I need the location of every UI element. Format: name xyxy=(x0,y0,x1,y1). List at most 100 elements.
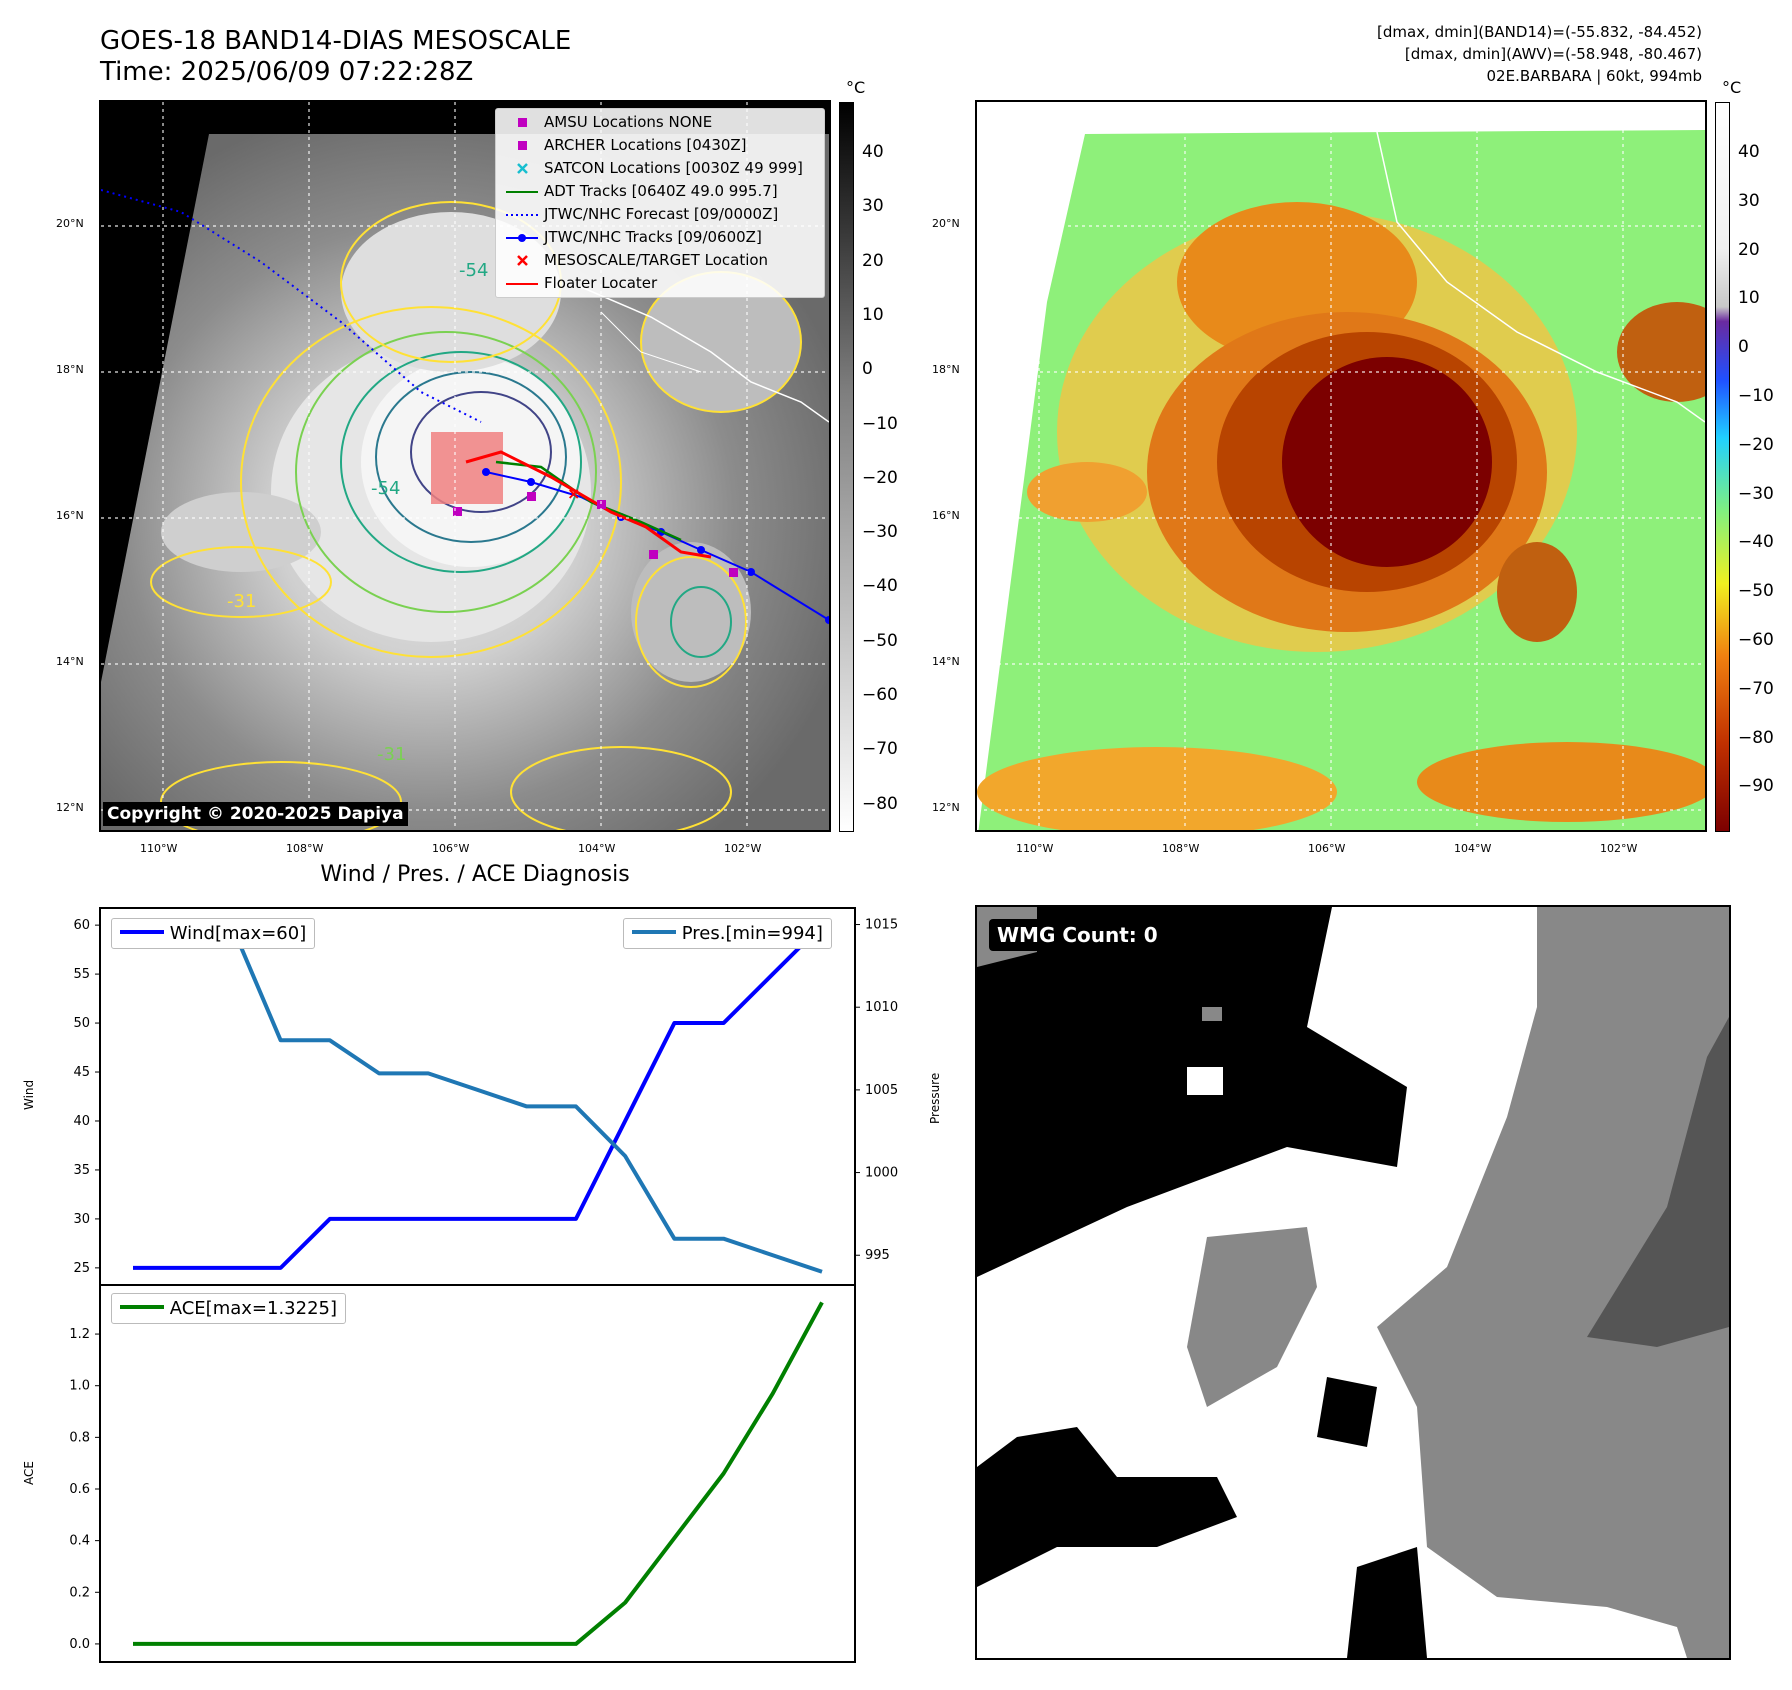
legend-label: AMSU Locations NONE xyxy=(544,113,713,131)
awv-coastline xyxy=(1376,131,1705,423)
archer-markers xyxy=(453,492,738,577)
lon-label: 110°W xyxy=(140,842,178,855)
wind-tick-label: 35 xyxy=(73,1163,90,1178)
ace-tick-label: 1.2 xyxy=(69,1327,90,1342)
awv-se-blob xyxy=(1497,542,1577,642)
awv-gridlines xyxy=(977,102,1705,830)
colorbar-tick: −60 xyxy=(1738,630,1774,650)
legend-label: JTWC/NHC Tracks [09/0600Z] xyxy=(544,228,762,246)
awv-south-band xyxy=(977,747,1337,830)
lat-label: 16°N xyxy=(56,509,84,522)
legend-marker-square-icon xyxy=(506,134,538,157)
copyright-label: Copyright © 2020-2025 Dapiya xyxy=(103,802,408,826)
contour-yellow xyxy=(240,306,622,658)
pressure-tick-label: 1005 xyxy=(865,1083,898,1098)
lon-label: 102°W xyxy=(1600,842,1638,855)
colorbar-tick: −20 xyxy=(1738,434,1774,455)
legend-item-archer: ARCHER Locations [0430Z] xyxy=(496,134,824,157)
legend-marker-line-dot-icon xyxy=(506,226,538,249)
contour-label: -54 xyxy=(371,478,400,499)
colorbar-tick: −30 xyxy=(1738,483,1774,504)
legend-item-forecast: JTWC/NHC Forecast [09/0000Z] xyxy=(496,203,824,226)
wmg-white-hole xyxy=(1187,1067,1223,1095)
colorbar-tick: −50 xyxy=(862,630,898,651)
cloud-ne xyxy=(641,272,801,412)
colorbar-tick: 0 xyxy=(862,359,873,380)
legend-item-amsu: AMSU Locations NONE xyxy=(496,111,824,134)
diagnosis-title: Wind / Pres. / ACE Diagnosis xyxy=(320,862,630,887)
colorbar-tick: −30 xyxy=(862,522,898,543)
ace-tick-label: 0.2 xyxy=(69,1585,90,1600)
wind-tick-label: 60 xyxy=(73,918,90,933)
lon-label: 106°W xyxy=(432,842,470,855)
lat-label: 20°N xyxy=(56,217,84,230)
legend-label: JTWC/NHC Forecast [09/0000Z] xyxy=(544,205,779,223)
contour-blue xyxy=(375,371,567,543)
colorbar-tick: −40 xyxy=(1738,532,1774,553)
contour-se-yellow xyxy=(635,556,747,688)
colorbar-tick: −70 xyxy=(862,739,898,760)
colorbar-tick: −10 xyxy=(1738,386,1774,406)
colorbar-unit: °C xyxy=(846,78,866,97)
ace-legend-label: ACE[max=1.3225] xyxy=(169,1298,337,1319)
wind-tick-label: 50 xyxy=(73,1016,90,1031)
legend-label: Floater Locater xyxy=(544,274,658,292)
lat-label: 16°N xyxy=(932,509,960,522)
colorbar-tick: 10 xyxy=(1738,288,1760,309)
legend-item-jtwc: JTWC/NHC Tracks [09/0600Z] xyxy=(496,226,824,249)
lon-label: 108°W xyxy=(286,842,324,855)
wind-legend-label: Wind[max=60] xyxy=(169,923,307,944)
legend-marker-dotted-icon xyxy=(506,203,538,226)
legend-marker-x-icon xyxy=(506,157,538,180)
wind-series-line xyxy=(133,923,824,1270)
legend-label: ADT Tracks [0640Z 49.0 995.7] xyxy=(544,182,778,200)
wind-tick-label: 55 xyxy=(73,967,90,982)
map-legend: AMSU Locations NONE ARCHER Locations [04… xyxy=(495,108,825,298)
lat-label: 14°N xyxy=(932,655,960,668)
lon-label: 104°W xyxy=(1454,842,1492,855)
mesoscale-box xyxy=(431,432,503,504)
colorbar-tick: 10 xyxy=(862,304,884,325)
wind-tick-label: 40 xyxy=(73,1114,90,1129)
colorbar-tick: −60 xyxy=(862,685,898,705)
colorbar-tick: −20 xyxy=(862,467,898,488)
wmg-black-mid xyxy=(1317,1377,1377,1447)
wmg-gray-east xyxy=(1377,907,1729,1658)
contour-teal xyxy=(340,351,582,573)
legend-item-satcon: SATCON Locations [0030Z 49 999] xyxy=(496,157,824,180)
colorbar-tick: −80 xyxy=(1738,727,1774,748)
pressure-legend-swatch-icon xyxy=(632,930,676,934)
colorbar-tick: 30 xyxy=(862,196,884,217)
state-border xyxy=(600,311,702,373)
wind-legend-swatch-icon xyxy=(120,930,164,934)
awv-core xyxy=(1282,357,1492,567)
awv-west-blob xyxy=(1027,462,1147,522)
diagnosis-chart: 25 30 35 40 45 50 55 60 995 1000 1005 1010 1015 0.0 0.… xyxy=(69,907,898,1663)
legend-label: MESOSCALE/TARGET Location xyxy=(544,251,769,269)
ace-tick-label: 0.6 xyxy=(69,1482,90,1497)
pressure-legend: Pres.[min=994] xyxy=(623,918,832,949)
awv-se-band xyxy=(1417,742,1705,822)
lon-label: 106°W xyxy=(1308,842,1346,855)
colorbar-tick: 0 xyxy=(1738,337,1749,358)
wmg-gray-center xyxy=(1187,1227,1317,1407)
ace-legend: ACE[max=1.3225] xyxy=(111,1293,346,1324)
wmg-black-s xyxy=(1347,1547,1427,1658)
ace-tick-label: 0.0 xyxy=(69,1637,90,1652)
lat-label: 18°N xyxy=(56,363,84,376)
wind-tick-label: 45 xyxy=(73,1065,90,1080)
colorbar-tick: 30 xyxy=(1738,190,1760,211)
meta-awv: [dmax, dmin](AWV)=(-58.948, -80.467) xyxy=(1404,45,1702,63)
legend-label: SATCON Locations [0030Z 49 999] xyxy=(544,159,803,177)
legend-item-adt: ADT Tracks [0640Z 49.0 995.7] xyxy=(496,180,824,203)
wind-tick-label: 25 xyxy=(73,1261,90,1276)
wmg-svg xyxy=(977,907,1729,1658)
colorbar-tick: −80 xyxy=(862,793,898,814)
pressure-tick-label: 1000 xyxy=(865,1166,898,1181)
contour-label: -54 xyxy=(459,260,488,281)
meta-storm: 02E.BARBARA | 60kt, 994mb xyxy=(1486,67,1702,85)
contour-green xyxy=(295,331,597,613)
colorbar-tick: −50 xyxy=(1738,581,1774,602)
colorbar-unit: °C xyxy=(1722,78,1742,97)
colorbar-tick: −10 xyxy=(862,413,898,434)
